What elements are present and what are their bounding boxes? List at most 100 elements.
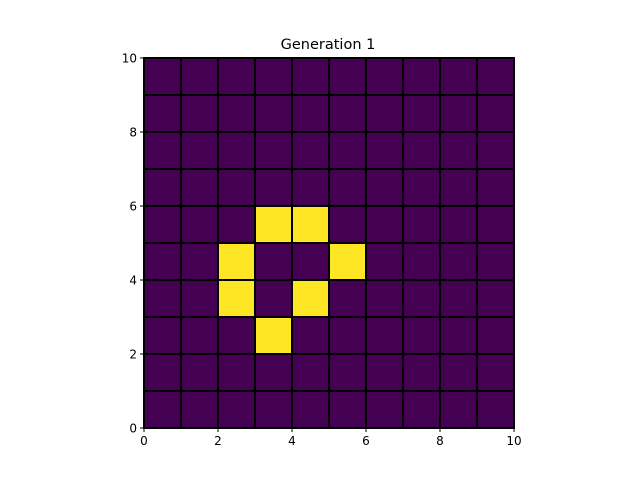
cell-dead bbox=[217, 57, 256, 96]
cell-dead bbox=[254, 57, 293, 96]
cell-dead bbox=[476, 353, 515, 392]
cell-dead bbox=[180, 390, 219, 429]
cell-dead bbox=[402, 316, 441, 355]
cell-dead bbox=[476, 205, 515, 244]
y-axis: 0 2 4 6 8 10 bbox=[122, 52, 144, 436]
cell-dead bbox=[439, 316, 478, 355]
y-tick-label: 10 bbox=[122, 52, 137, 66]
x-tick-label: 0 bbox=[140, 434, 148, 448]
cell-dead bbox=[291, 168, 330, 207]
cell-alive bbox=[291, 205, 330, 244]
cell-dead bbox=[402, 353, 441, 392]
cell-dead bbox=[439, 279, 478, 318]
cell-dead bbox=[365, 205, 404, 244]
cell-dead bbox=[439, 168, 478, 207]
cell-alive bbox=[217, 279, 256, 318]
cell-dead bbox=[439, 205, 478, 244]
cell-dead bbox=[439, 390, 478, 429]
cell-dead bbox=[217, 390, 256, 429]
cell-dead bbox=[365, 131, 404, 170]
cell-dead bbox=[217, 353, 256, 392]
cell-dead bbox=[291, 94, 330, 133]
cell-dead bbox=[439, 353, 478, 392]
cell-dead bbox=[143, 242, 182, 281]
cell-dead bbox=[291, 131, 330, 170]
x-axis: 0 2 4 6 8 10 bbox=[140, 428, 522, 448]
cell-dead bbox=[217, 131, 256, 170]
cell-dead bbox=[328, 279, 367, 318]
cell-dead bbox=[143, 57, 182, 96]
cell-dead bbox=[476, 131, 515, 170]
cell-dead bbox=[180, 57, 219, 96]
cell-dead bbox=[180, 205, 219, 244]
chart-title: Generation 1 bbox=[281, 37, 376, 53]
heatmap-cells bbox=[143, 57, 515, 429]
cell-alive bbox=[254, 205, 293, 244]
cell-dead bbox=[291, 57, 330, 96]
cell-dead bbox=[328, 390, 367, 429]
cell-dead bbox=[328, 168, 367, 207]
cell-dead bbox=[365, 279, 404, 318]
y-tick-label: 0 bbox=[129, 422, 137, 436]
cell-dead bbox=[402, 57, 441, 96]
cell-dead bbox=[143, 316, 182, 355]
cell-dead bbox=[476, 279, 515, 318]
cell-alive bbox=[254, 316, 293, 355]
cell-dead bbox=[439, 57, 478, 96]
cell-dead bbox=[217, 205, 256, 244]
cell-dead bbox=[254, 94, 293, 133]
cell-dead bbox=[291, 390, 330, 429]
cell-dead bbox=[476, 57, 515, 96]
cell-dead bbox=[402, 242, 441, 281]
cell-dead bbox=[254, 279, 293, 318]
plot-frame bbox=[143, 57, 515, 429]
x-tick-label: 6 bbox=[362, 434, 370, 448]
x-tick-label: 8 bbox=[436, 434, 444, 448]
cell-dead bbox=[217, 94, 256, 133]
cell-alive bbox=[291, 279, 330, 318]
cell-alive bbox=[217, 242, 256, 281]
x-tick-label: 4 bbox=[288, 434, 296, 448]
y-tick-label: 6 bbox=[129, 200, 137, 214]
cell-dead bbox=[328, 94, 367, 133]
cell-dead bbox=[217, 168, 256, 207]
cell-dead bbox=[365, 316, 404, 355]
cell-dead bbox=[180, 316, 219, 355]
cell-dead bbox=[402, 205, 441, 244]
cell-dead bbox=[180, 279, 219, 318]
cell-dead bbox=[254, 390, 293, 429]
cell-dead bbox=[402, 390, 441, 429]
cell-dead bbox=[143, 168, 182, 207]
cell-dead bbox=[476, 390, 515, 429]
cell-dead bbox=[180, 353, 219, 392]
cell-dead bbox=[291, 316, 330, 355]
cell-dead bbox=[291, 353, 330, 392]
cell-dead bbox=[439, 242, 478, 281]
cell-dead bbox=[476, 316, 515, 355]
cell-dead bbox=[143, 94, 182, 133]
cell-dead bbox=[402, 168, 441, 207]
cell-dead bbox=[143, 390, 182, 429]
cell-dead bbox=[439, 94, 478, 133]
cell-dead bbox=[365, 94, 404, 133]
cell-dead bbox=[180, 168, 219, 207]
cell-dead bbox=[254, 131, 293, 170]
cell-dead bbox=[254, 242, 293, 281]
cell-dead bbox=[476, 94, 515, 133]
cell-dead bbox=[254, 168, 293, 207]
cell-dead bbox=[402, 131, 441, 170]
cell-dead bbox=[143, 279, 182, 318]
cell-dead bbox=[328, 316, 367, 355]
cell-dead bbox=[328, 205, 367, 244]
cell-dead bbox=[217, 316, 256, 355]
cell-dead bbox=[328, 57, 367, 96]
y-tick-label: 8 bbox=[129, 126, 137, 140]
cell-dead bbox=[143, 205, 182, 244]
cell-dead bbox=[180, 131, 219, 170]
cell-dead bbox=[254, 353, 293, 392]
cell-dead bbox=[180, 94, 219, 133]
x-tick-label: 2 bbox=[214, 434, 222, 448]
cell-dead bbox=[402, 279, 441, 318]
cell-dead bbox=[291, 242, 330, 281]
